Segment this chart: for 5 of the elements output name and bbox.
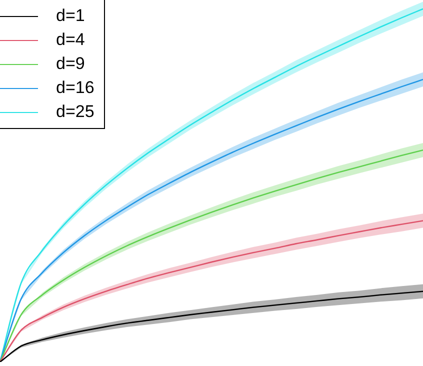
legend-label: d=9 (56, 53, 85, 75)
legend-label: d=1 (56, 5, 85, 27)
legend-label: d=25 (56, 101, 94, 123)
legend-label: d=16 (56, 77, 94, 99)
legend-label: d=4 (56, 29, 85, 51)
